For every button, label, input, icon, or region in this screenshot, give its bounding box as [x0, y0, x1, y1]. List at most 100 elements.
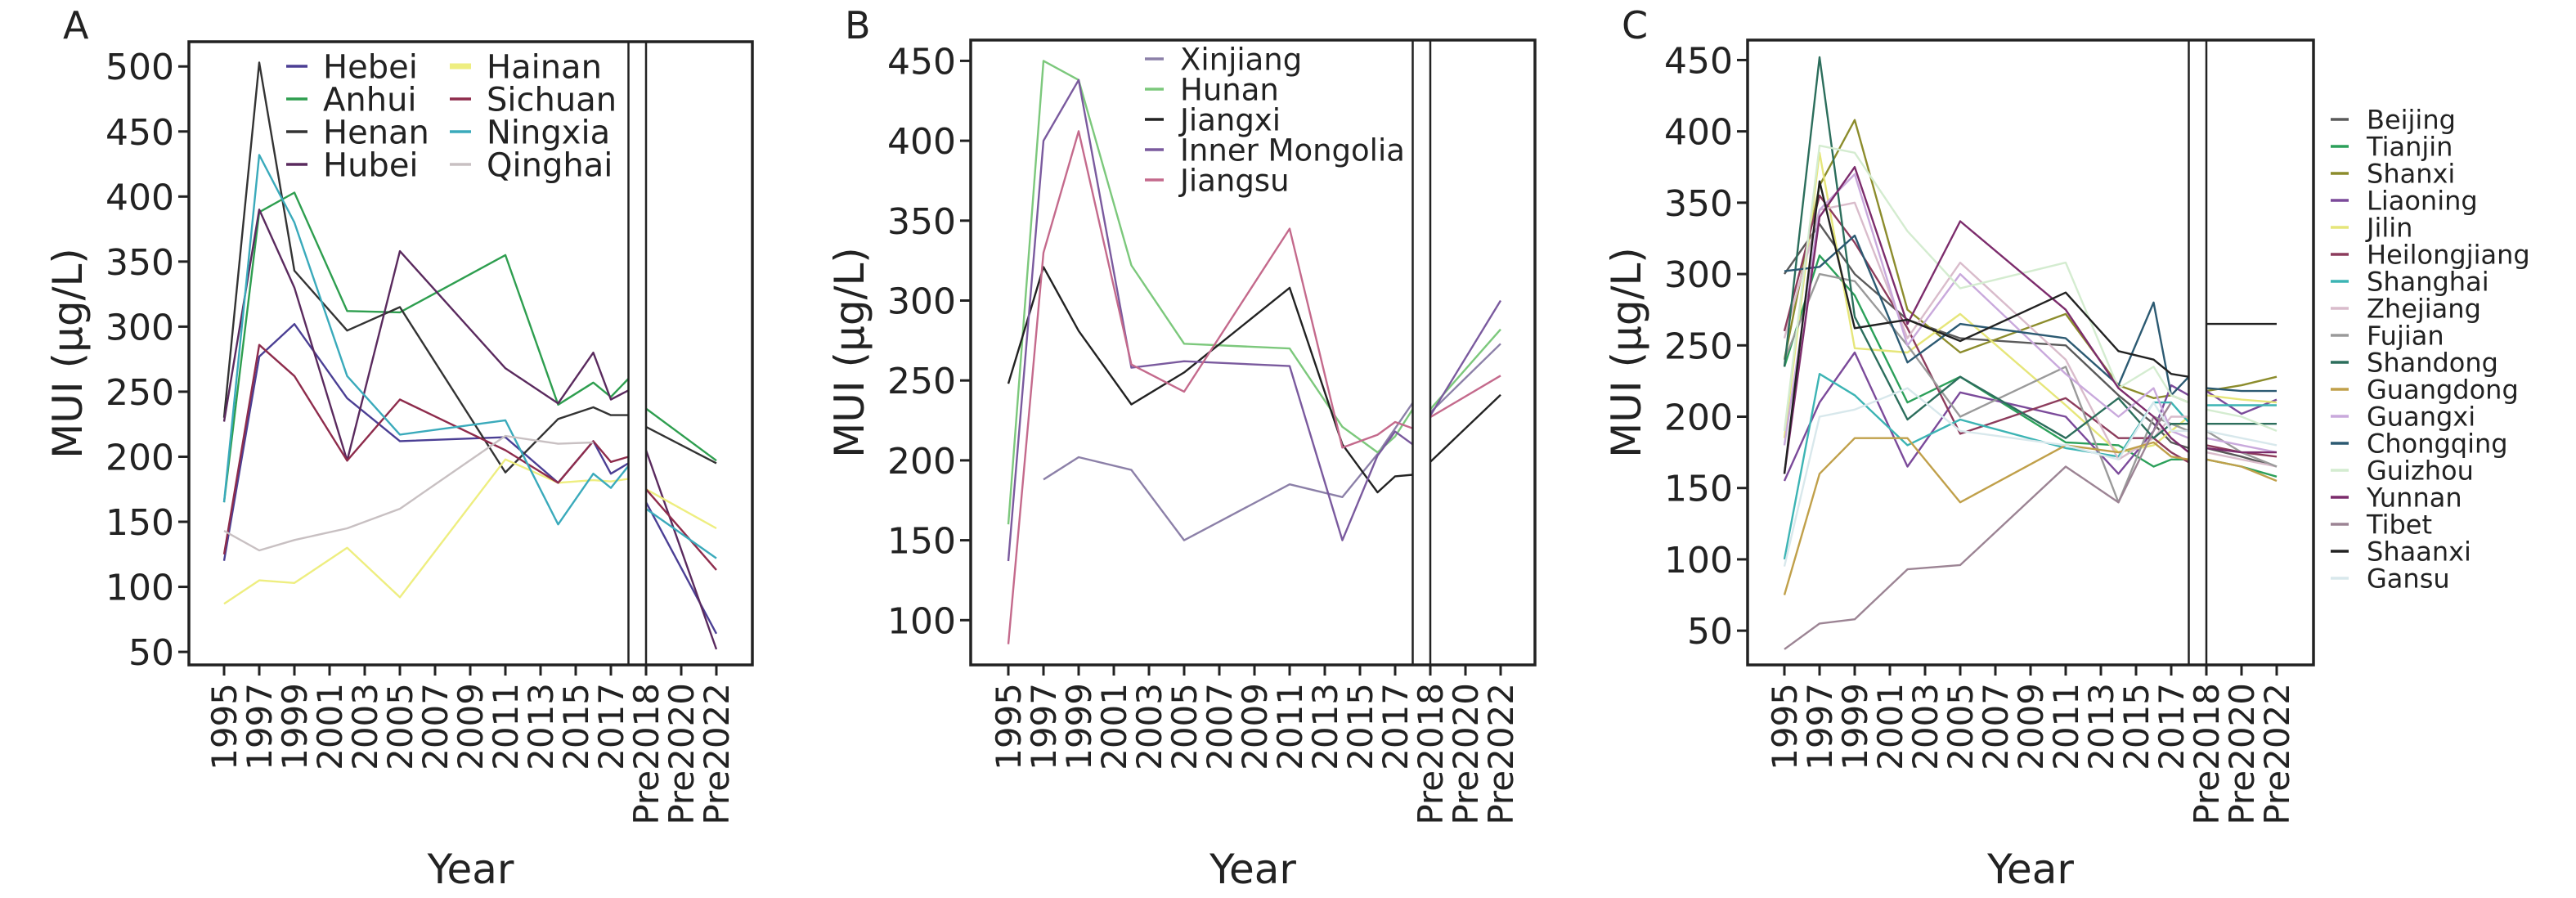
legend-label: Chongqing	[2367, 429, 2508, 460]
legend-label: Shandong	[2367, 348, 2498, 379]
y-tick-label: 450	[1664, 40, 1733, 82]
series-pre-line-yunnan	[2206, 447, 2277, 454]
y-tick-label: 450	[887, 41, 956, 83]
y-tick-label: 250	[887, 361, 956, 402]
series-line-hubei	[222, 209, 630, 462]
legend-label: Anhui	[323, 81, 417, 119]
y-tick-label: 200	[887, 441, 956, 483]
x-tick-label: 1995	[989, 683, 1029, 770]
series-pre-line-ningxia	[645, 508, 717, 559]
y-tick-label: 100	[1664, 540, 1733, 581]
panel-letter: A	[63, 3, 89, 47]
series-pre-line-hainan	[645, 488, 717, 530]
legend-label: Shanxi	[2367, 159, 2455, 190]
y-tick-label: 200	[105, 437, 174, 478]
series-pre-line-chongqing	[2206, 387, 2277, 393]
series-line-jiangxi	[1007, 266, 1413, 494]
legend-label: Tibet	[2366, 510, 2432, 541]
y-tick-label: 250	[1664, 326, 1733, 367]
series-line-sichuan	[222, 343, 629, 555]
legend-item: Jiangsu	[1145, 163, 1290, 198]
legend-label: Jiangsu	[1178, 163, 1290, 198]
series-line-henan	[222, 61, 629, 474]
series-lines	[1007, 60, 1502, 644]
x-tick-label: 2011	[486, 683, 526, 770]
series-pre-line-hebei	[644, 501, 718, 635]
x-tick-label: 2003	[1129, 683, 1169, 770]
series-pre-line-jiangxi	[1429, 393, 1501, 463]
series-line-shanxi	[1783, 119, 2189, 404]
x-tick-label: Pre2020	[1446, 683, 1486, 825]
legend-item: Henan	[286, 114, 429, 151]
y-tick-label: 250	[105, 372, 174, 414]
legend-label: Hubei	[323, 146, 419, 184]
legend-item: Ningxia	[450, 114, 610, 151]
legend-label: Henan	[323, 114, 429, 151]
series-line-guangdong	[1783, 437, 2189, 595]
legend-item: Jiangxi	[1145, 102, 1281, 137]
series-lines	[222, 61, 718, 650]
legend-item: Inner Mongolia	[1145, 132, 1405, 168]
x-axis-label: Year	[427, 846, 514, 893]
x-tick-label: 2007	[415, 683, 456, 770]
legend-item: Guizhou	[2331, 456, 2474, 487]
x-tick-label: 2009	[1235, 683, 1275, 770]
legend-item: Chongqing	[2331, 429, 2508, 460]
legend-item: Gansu	[2331, 563, 2450, 595]
legend-item: Guangdong	[2331, 375, 2519, 406]
series-line-guizhou	[1783, 144, 2189, 432]
x-axis-label: Year	[1209, 846, 1296, 893]
series-pre-line-guangdong	[2206, 458, 2278, 483]
legend-item: Shanxi	[2331, 159, 2455, 190]
x-tick-label: Pre2018	[1411, 683, 1451, 825]
series-pre-line-jilin	[2206, 394, 2278, 404]
series-line-heilongjiang	[1783, 194, 2190, 464]
legend-label: Tianjin	[2366, 132, 2453, 163]
y-tick-label: 150	[887, 521, 956, 563]
x-tick-label: 1995	[204, 683, 245, 770]
x-tick-label: 2015	[2116, 683, 2156, 770]
x-tick-label: Pre2018	[2187, 683, 2227, 825]
panel-c: C501001502002503003504004501995199719992…	[1603, 3, 2530, 893]
series-pre-line-xinjiang	[1429, 343, 1501, 414]
series-line-hebei	[222, 323, 630, 561]
series-line-anhui	[222, 191, 630, 503]
legend-label: Guizhou	[2367, 456, 2474, 487]
series-line-tibet	[1784, 402, 2173, 650]
legend-label: Liaoning	[2367, 186, 2478, 217]
y-tick-label: 500	[105, 47, 174, 88]
panel-letter: B	[845, 3, 871, 47]
series-line-fujian	[1783, 272, 2189, 504]
series-line-yunnan	[1783, 165, 2190, 474]
y-tick-label: 150	[105, 502, 174, 544]
y-tick-label: 100	[887, 600, 956, 642]
series-pre-line-guangxi	[2206, 437, 2278, 454]
legend-item: Fujian	[2331, 321, 2444, 352]
series-pre-line-gansu	[2206, 429, 2278, 447]
series-line-inner-mongolia	[1007, 79, 1414, 562]
legend-label: Fujian	[2367, 321, 2444, 352]
x-tick-label: 2001	[1870, 683, 1910, 770]
series-pre-line-jiangsu	[1429, 375, 1501, 419]
x-tick-label: 1999	[1059, 683, 1099, 770]
y-tick-label: 400	[887, 121, 956, 163]
legend-item: Guangxi	[2331, 402, 2475, 433]
y-tick-label: 150	[1664, 469, 1733, 510]
panel-letter: C	[1622, 3, 1648, 47]
legend-label: Hunan	[1180, 72, 1279, 107]
y-tick-label: 100	[105, 568, 174, 609]
x-tick-label: 2001	[1094, 683, 1134, 770]
legend-item: Shandong	[2331, 348, 2498, 379]
x-tick-label: Pre2022	[2257, 683, 2297, 825]
y-tick-label: 450	[105, 112, 174, 154]
y-tick-label: 350	[887, 201, 956, 243]
legend-item: Hebei	[286, 48, 418, 86]
series-pre-line-henan	[645, 425, 717, 465]
plot-frame	[1746, 38, 2315, 667]
y-tick-label: 200	[1664, 397, 1733, 438]
x-tick-label: 1999	[1835, 683, 1875, 770]
series-line-jilin	[1783, 151, 2190, 454]
